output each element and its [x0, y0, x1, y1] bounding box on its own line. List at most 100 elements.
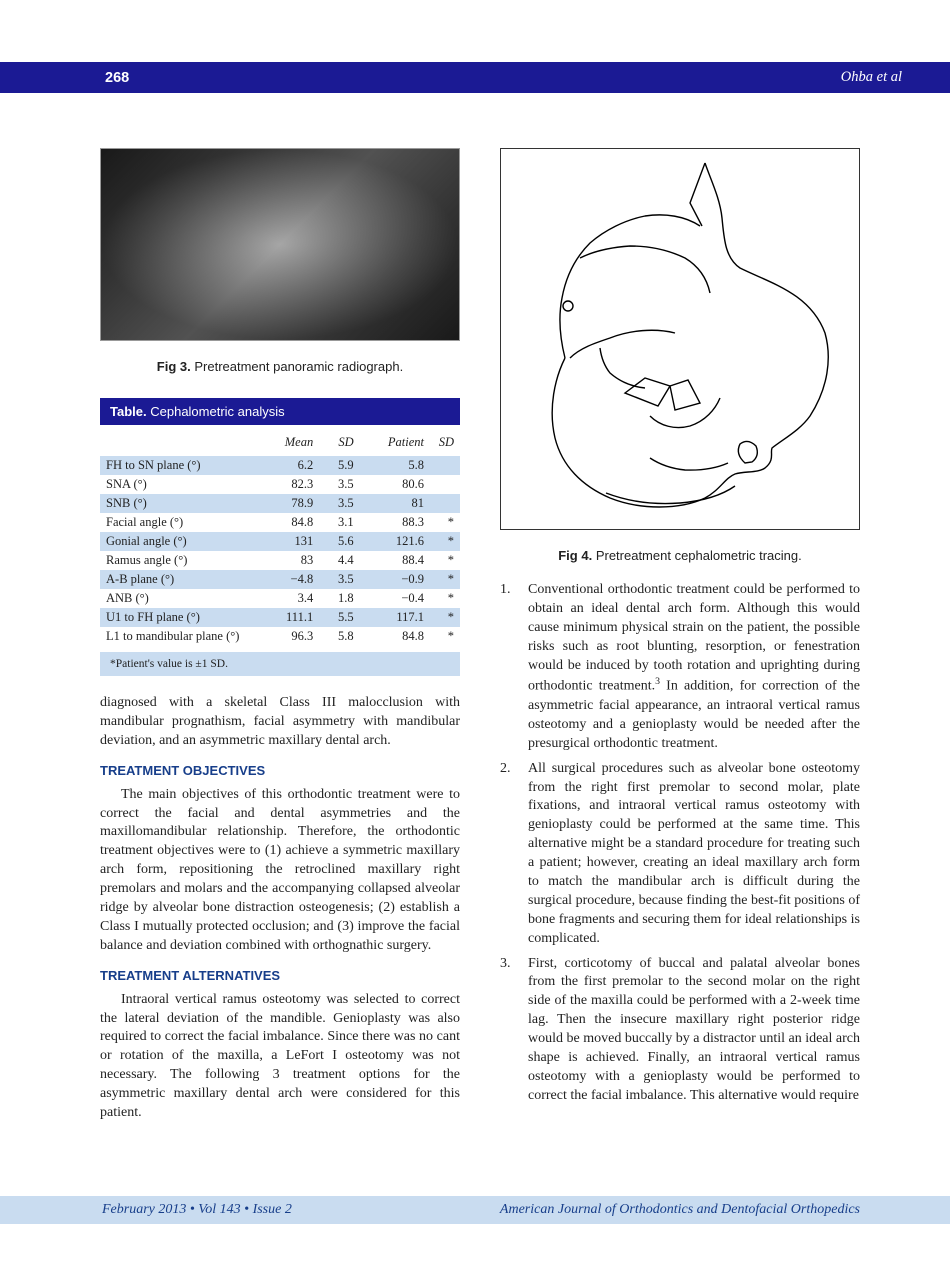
table-cell: 88.3	[360, 513, 430, 532]
table-cell: 96.3	[260, 627, 319, 646]
table-cell: 3.4	[260, 589, 319, 608]
table-cell: 6.2	[260, 456, 319, 475]
table-cell: 3.5	[319, 570, 359, 589]
paragraph-intro: diagnosed with a skeletal Class III malo…	[100, 694, 460, 751]
table-cell: A-B plane (°)	[100, 570, 260, 589]
table-cell: 5.5	[319, 608, 359, 627]
list-item-2: All surgical procedures such as alveolar…	[500, 760, 860, 949]
fig4-label: Fig 4.	[558, 548, 592, 563]
table-cell: Ramus angle (°)	[100, 551, 260, 570]
table-col-header: SD	[319, 425, 359, 456]
table-cell: 3.5	[319, 494, 359, 513]
list-item-3: First, corticotomy of buccal and palatal…	[500, 955, 860, 1106]
table-col-header: SD	[430, 425, 460, 456]
table-cell	[430, 456, 460, 475]
table-cell: 78.9	[260, 494, 319, 513]
table-cell: *	[430, 570, 460, 589]
table-cell: *	[430, 627, 460, 646]
table-row: L1 to mandibular plane (°)96.35.884.8*	[100, 627, 460, 646]
table-cell: 3.5	[319, 475, 359, 494]
table-body: MeanSDPatientSD FH to SN plane (°)6.25.9…	[100, 425, 460, 646]
table-cell: *	[430, 551, 460, 570]
table-cell: L1 to mandibular plane (°)	[100, 627, 260, 646]
table-row: SNB (°)78.93.581	[100, 494, 460, 513]
table-title: Table. Cephalometric analysis	[100, 398, 460, 425]
table-cell: 4.4	[319, 551, 359, 570]
main-content: Fig 3. Pretreatment panoramic radiograph…	[100, 148, 860, 1135]
fig3-image	[100, 148, 460, 341]
table-cell: −0.4	[360, 589, 430, 608]
table-cell: 117.1	[360, 608, 430, 627]
fig4-image	[500, 148, 860, 530]
fig3-caption: Fig 3. Pretreatment panoramic radiograph…	[100, 359, 460, 374]
table-cell: 81	[360, 494, 430, 513]
table-cell: ANB (°)	[100, 589, 260, 608]
table-title-bold: Table.	[110, 404, 147, 419]
table-row: FH to SN plane (°)6.25.95.8	[100, 456, 460, 475]
table-cell: 5.9	[319, 456, 359, 475]
table-cell: 83	[260, 551, 319, 570]
list-item-1a: Conventional orthodontic treatment could…	[528, 582, 860, 694]
table-row: Ramus angle (°)834.488.4*	[100, 551, 460, 570]
running-header: 268 Ohba et al	[0, 62, 950, 93]
table-col-header: Mean	[260, 425, 319, 456]
table-row: A-B plane (°)−4.83.5−0.9*	[100, 570, 460, 589]
table-rows: FH to SN plane (°)6.25.95.8SNA (°)82.33.…	[100, 456, 460, 646]
table-cell: 5.6	[319, 532, 359, 551]
table-col-header: Patient	[360, 425, 430, 456]
table-cell: 3.1	[319, 513, 359, 532]
table-cell: 82.3	[260, 475, 319, 494]
table-cell: −4.8	[260, 570, 319, 589]
fig3-text: Pretreatment panoramic radiograph.	[194, 359, 403, 374]
heading-objectives: TREATMENT OBJECTIVES	[100, 763, 460, 778]
table-cell: 1.8	[319, 589, 359, 608]
table-cell: *	[430, 608, 460, 627]
paragraph-alternatives: Intraoral vertical ramus osteotomy was s…	[100, 991, 460, 1123]
table-row: Facial angle (°)84.83.188.3*	[100, 513, 460, 532]
table-cell: 80.6	[360, 475, 430, 494]
table-row: Gonial angle (°)1315.6121.6*	[100, 532, 460, 551]
table-row: ANB (°)3.41.8−0.4*	[100, 589, 460, 608]
left-column: Fig 3. Pretreatment panoramic radiograph…	[100, 148, 460, 1135]
table-footnote: *Patient's value is ±1 SD.	[100, 652, 460, 676]
footer-right: American Journal of Orthodontics and Den…	[500, 1202, 860, 1218]
running-footer: February 2013 • Vol 143 • Issue 2 Americ…	[0, 1196, 950, 1224]
table-cell: SNA (°)	[100, 475, 260, 494]
table-cell: Gonial angle (°)	[100, 532, 260, 551]
table-cell: 88.4	[360, 551, 430, 570]
table-cell: 121.6	[360, 532, 430, 551]
table-cell: *	[430, 513, 460, 532]
table-row: U1 to FH plane (°)111.15.5117.1*	[100, 608, 460, 627]
table-cell: 131	[260, 532, 319, 551]
footer-left: February 2013 • Vol 143 • Issue 2	[102, 1202, 292, 1218]
table-cell: 84.8	[260, 513, 319, 532]
table-cell: FH to SN plane (°)	[100, 456, 260, 475]
ceph-table: Table. Cephalometric analysis MeanSDPati…	[100, 398, 460, 676]
fig3-label: Fig 3.	[157, 359, 191, 374]
table-cell: 5.8	[360, 456, 430, 475]
table-cell: U1 to FH plane (°)	[100, 608, 260, 627]
alternatives-list: Conventional orthodontic treatment could…	[500, 581, 860, 1112]
header-authors: Ohba et al	[841, 69, 902, 86]
table-cell: 111.1	[260, 608, 319, 627]
fig4-caption: Fig 4. Pretreatment cephalometric tracin…	[500, 548, 860, 563]
table-cell: *	[430, 589, 460, 608]
cephalometric-tracing-svg	[510, 158, 850, 520]
table-cell: SNB (°)	[100, 494, 260, 513]
table-cell: 84.8	[360, 627, 430, 646]
heading-alternatives: TREATMENT ALTERNATIVES	[100, 968, 460, 983]
table-cell: 5.8	[319, 627, 359, 646]
table-cell: −0.9	[360, 570, 430, 589]
table-row: SNA (°)82.33.580.6	[100, 475, 460, 494]
list-item-1: Conventional orthodontic treatment could…	[500, 581, 860, 754]
fig4-text: Pretreatment cephalometric tracing.	[596, 548, 802, 563]
table-header-row: MeanSDPatientSD	[100, 425, 460, 456]
table-cell	[430, 475, 460, 494]
table-col-header	[100, 425, 260, 456]
table-cell: *	[430, 532, 460, 551]
table-title-rest: Cephalometric analysis	[150, 404, 284, 419]
paragraph-objectives: The main objectives of this orthodontic …	[100, 786, 460, 956]
right-column: Fig 4. Pretreatment cephalometric tracin…	[500, 148, 860, 1135]
page-number: 268	[105, 70, 129, 86]
table-cell	[430, 494, 460, 513]
